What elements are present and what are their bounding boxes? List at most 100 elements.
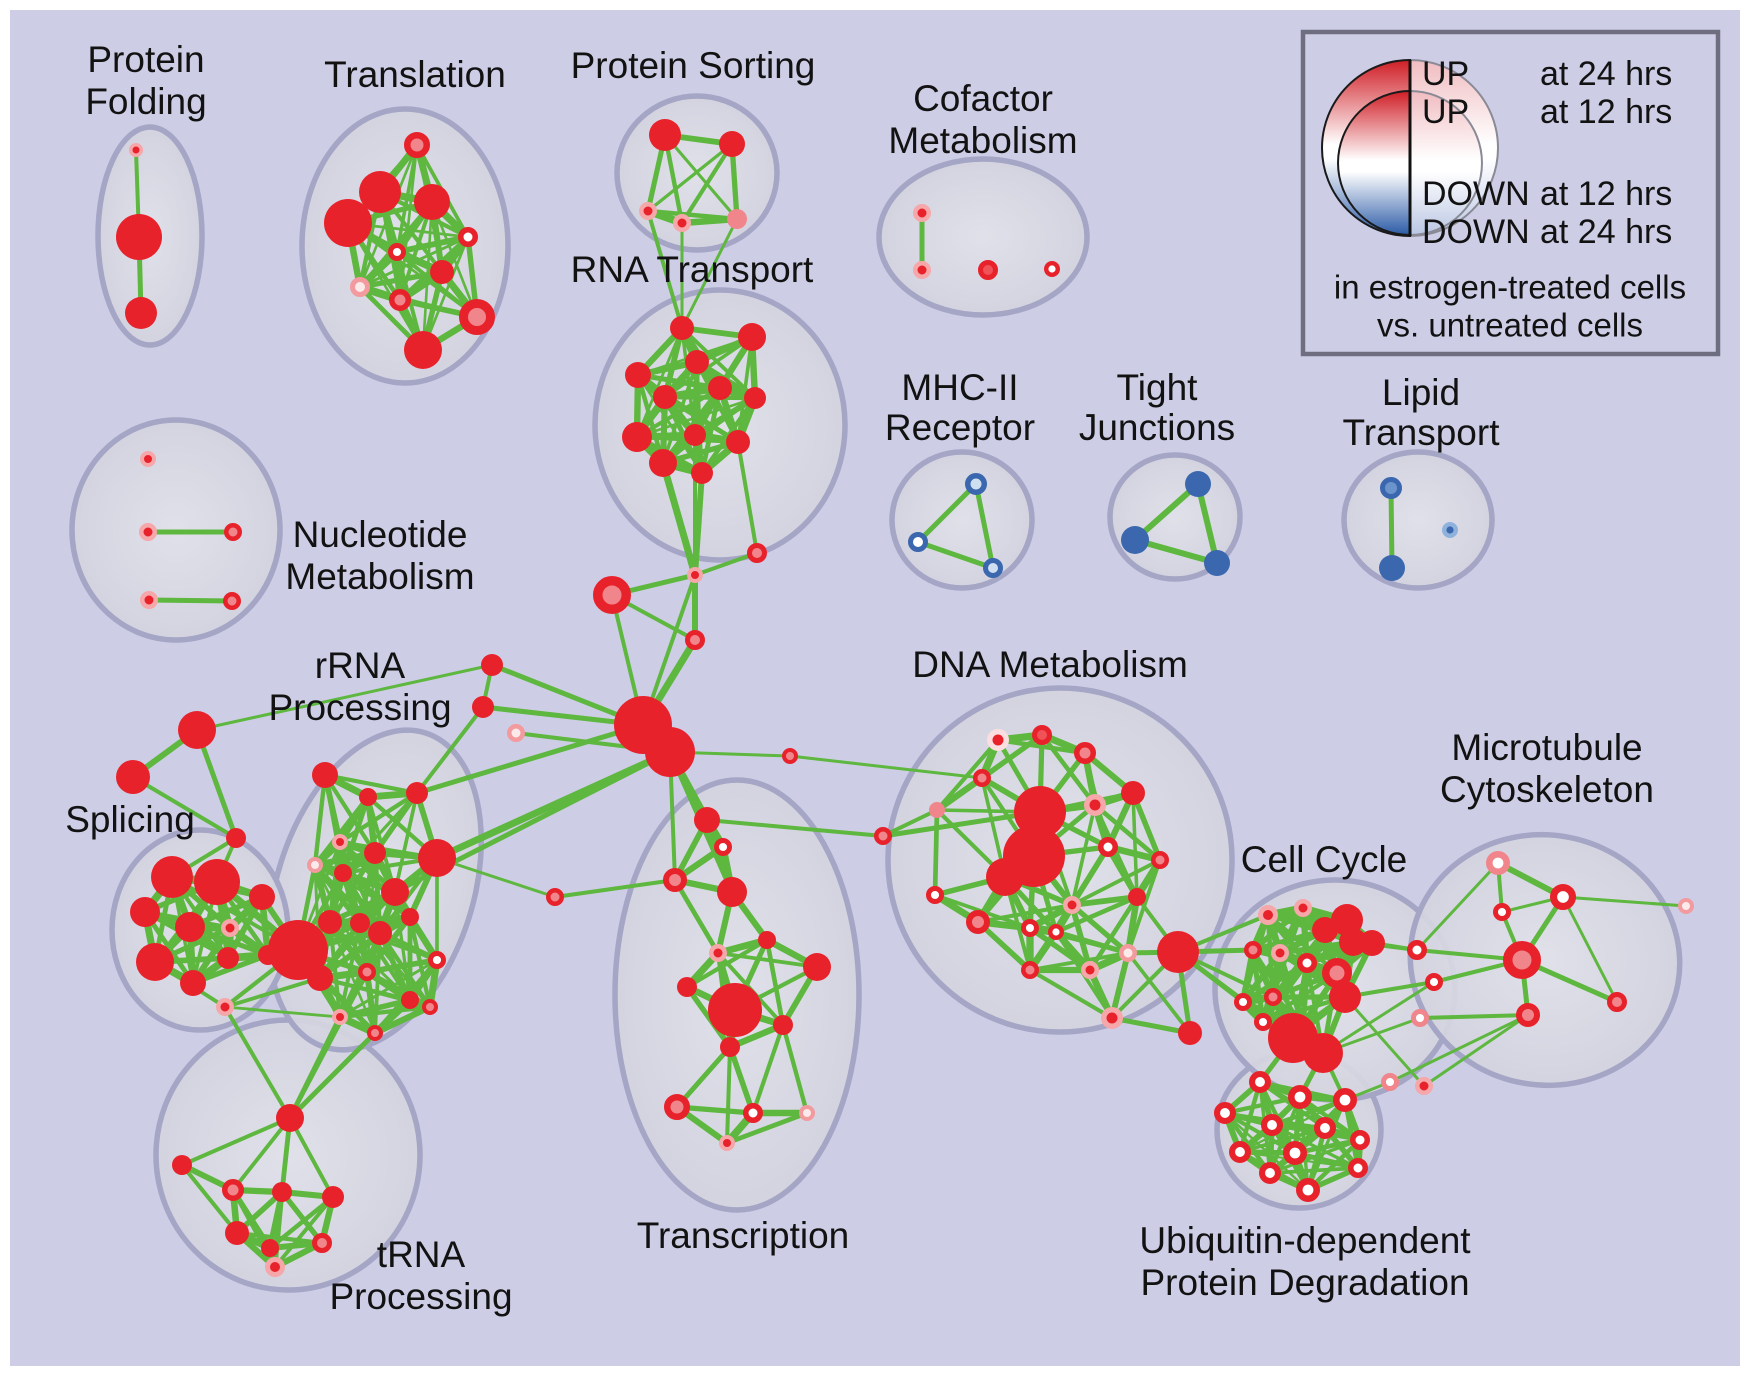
edge-dm [1039,732,1098,808]
edge-rt [635,326,684,439]
node-tr-1 [359,171,401,213]
node-tn-8 [265,1257,285,1277]
node-ps-4 [727,209,747,229]
edge-link [680,217,739,330]
edge-rr [371,1003,434,1037]
node-tc-9 [708,983,762,1037]
node-cc-7 [1322,958,1352,988]
edge-link [1561,895,1688,908]
node-rr-2 [406,782,428,804]
node-sp-9 [258,945,278,965]
node-rt-7 [622,422,652,452]
edge-rr [393,791,419,894]
node-cc-1 [1294,899,1312,917]
edge-rt [635,396,757,439]
node-rr-4 [307,857,323,873]
nodes [116,119,1694,1277]
edge-dm [1109,1015,1193,1036]
node-lt-2 [1441,522,1458,539]
edge-rr [372,790,420,856]
node-tr-7 [430,260,454,284]
node-rt-10 [649,449,677,477]
edge-rr [223,1005,342,1019]
edge-dm [1126,951,1192,1035]
node-dm-12 [1020,918,1039,937]
node-pf-1 [116,214,162,260]
edge-tc [727,1044,756,1116]
node-tr-4 [458,227,478,247]
node-rr-13 [428,950,447,969]
node-mt-5 [1516,1003,1540,1027]
node-sp-4 [221,919,239,937]
node-mt-6 [1678,898,1694,914]
node-f-11 [226,828,246,848]
edge-link [414,722,646,796]
node-pf-0 [129,143,143,157]
edge-link [180,1116,292,1167]
node-nm-3 [140,591,158,609]
node-rr-16 [422,999,438,1015]
edge-link [194,727,239,841]
node-nm-1 [139,523,157,541]
edge-tc [674,1044,733,1110]
edge-link [705,818,885,838]
edge-link [659,459,699,579]
edge-dm [1070,858,1162,907]
node-tc-0 [694,807,720,833]
node-dm-9 [986,858,1024,896]
node-dm-11 [966,910,990,934]
cluster-label-cm: Cofactor [913,78,1053,119]
node-rr-19 [268,920,328,980]
node-mt-2 [1492,902,1511,921]
cluster-label-sp: Splicing [65,799,195,840]
edge-tr [394,234,471,255]
node-cm-2 [978,260,998,280]
edge-link [1561,895,1619,1004]
edge-dm [1027,967,1115,1021]
node-dm-22 [1178,1021,1202,1045]
edge-dm [933,774,986,814]
node-rr-3 [332,834,348,850]
node-rr-11 [368,921,392,945]
node-tj-0 [1185,471,1211,497]
legend-direction-label: UP [1422,93,1469,131]
node-dm-4 [929,802,945,818]
node-ps-3 [673,214,691,232]
node-f-6 [481,654,503,676]
node-ub-3 [1214,1102,1237,1125]
node-cc-16 [1294,1018,1312,1036]
legend-time-label: at 12 hrs [1540,93,1672,131]
edge-link [1132,481,1201,543]
node-rr-8 [418,839,456,877]
cluster-label-tc: Transcription [637,1215,849,1256]
node-cc-4 [1339,928,1367,956]
cluster-ellipse-cm [876,156,1090,318]
edge-link [195,663,494,732]
cluster-label-mt: Microtubule [1451,727,1642,768]
node-tr-2 [324,199,372,247]
cluster-label-ub: Ubiquitin-dependent [1139,1220,1471,1261]
node-f-9 [178,711,216,749]
edge-rr [337,790,420,845]
cluster-label-nm: Nucleotide [293,514,468,555]
edge-link [788,754,984,780]
cluster-label-rt: RNA Transport [571,249,814,290]
edge-link [1388,1013,1530,1084]
cluster-label-mh: Receptor [885,407,1035,448]
node-f-18 [1424,972,1443,991]
node-mh-0 [965,473,987,495]
node-rt-6 [744,387,766,409]
node-ps-1 [719,131,745,157]
edge-dm [975,902,1075,925]
cluster-label-tn: Processing [329,1276,512,1317]
edge-rr [364,914,413,975]
node-rt-8 [684,424,706,446]
node-lt-0 [1379,477,1402,500]
edge-dm [1053,894,1140,935]
edge-tn [273,1195,335,1269]
edge-link [1422,1013,1530,1088]
node-tj-1 [1121,526,1149,554]
edge-ub [1270,1123,1360,1170]
node-tc-14 [799,1105,815,1121]
